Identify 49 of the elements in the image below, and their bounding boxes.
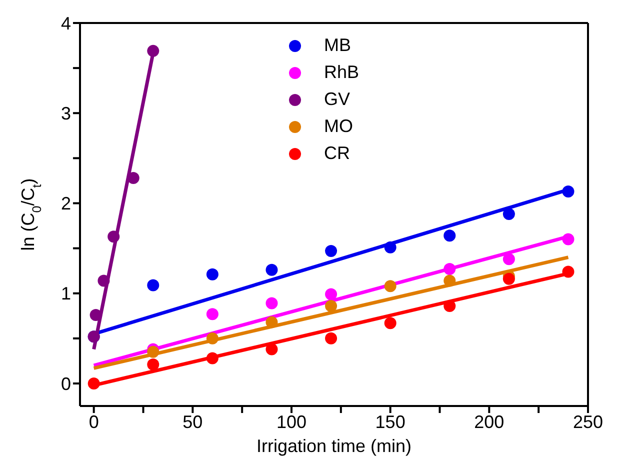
point [384,280,396,292]
y-tick-label: 3 [60,104,71,124]
point [206,268,218,280]
point [502,253,515,266]
x-tick-label: 100 [276,412,307,432]
point [562,186,574,198]
point [147,346,160,358]
y-tick-label: 4 [60,13,71,34]
point [384,241,396,254]
point [266,264,278,276]
point [502,272,515,285]
y-tick-label: 1 [60,284,71,304]
point [147,358,160,371]
x-tick-label: 0 [88,412,99,432]
y-tick-label: 0 [60,374,71,394]
point [266,297,278,310]
point [562,266,574,278]
y-tick-label: 2 [60,194,71,214]
legend-label: GV [324,88,350,111]
x-tick-label: 250 [572,412,604,432]
point [206,308,218,320]
point [206,332,218,344]
point [325,288,338,300]
point [384,317,396,330]
point [444,274,456,287]
point [108,230,120,243]
x-tick-label: 150 [375,412,406,432]
point [502,208,515,220]
point [98,274,110,287]
point [444,263,456,276]
point [266,316,278,328]
x-tick-label: 200 [474,412,504,432]
point [147,44,160,57]
point [147,279,160,292]
point [206,352,218,364]
point [266,343,278,356]
point [444,300,456,312]
legend-label: RhB [324,61,360,84]
x-axis-title: Irrigation time (min) [256,436,412,456]
point [444,230,456,242]
point [325,245,338,257]
point [325,300,338,312]
x-tick-label: 50 [182,412,203,432]
legend-label: MB [324,34,351,57]
point [562,233,574,246]
point [325,332,338,344]
point [88,377,100,390]
legend-label: MO [324,115,353,138]
legend-label: CR [324,142,350,165]
